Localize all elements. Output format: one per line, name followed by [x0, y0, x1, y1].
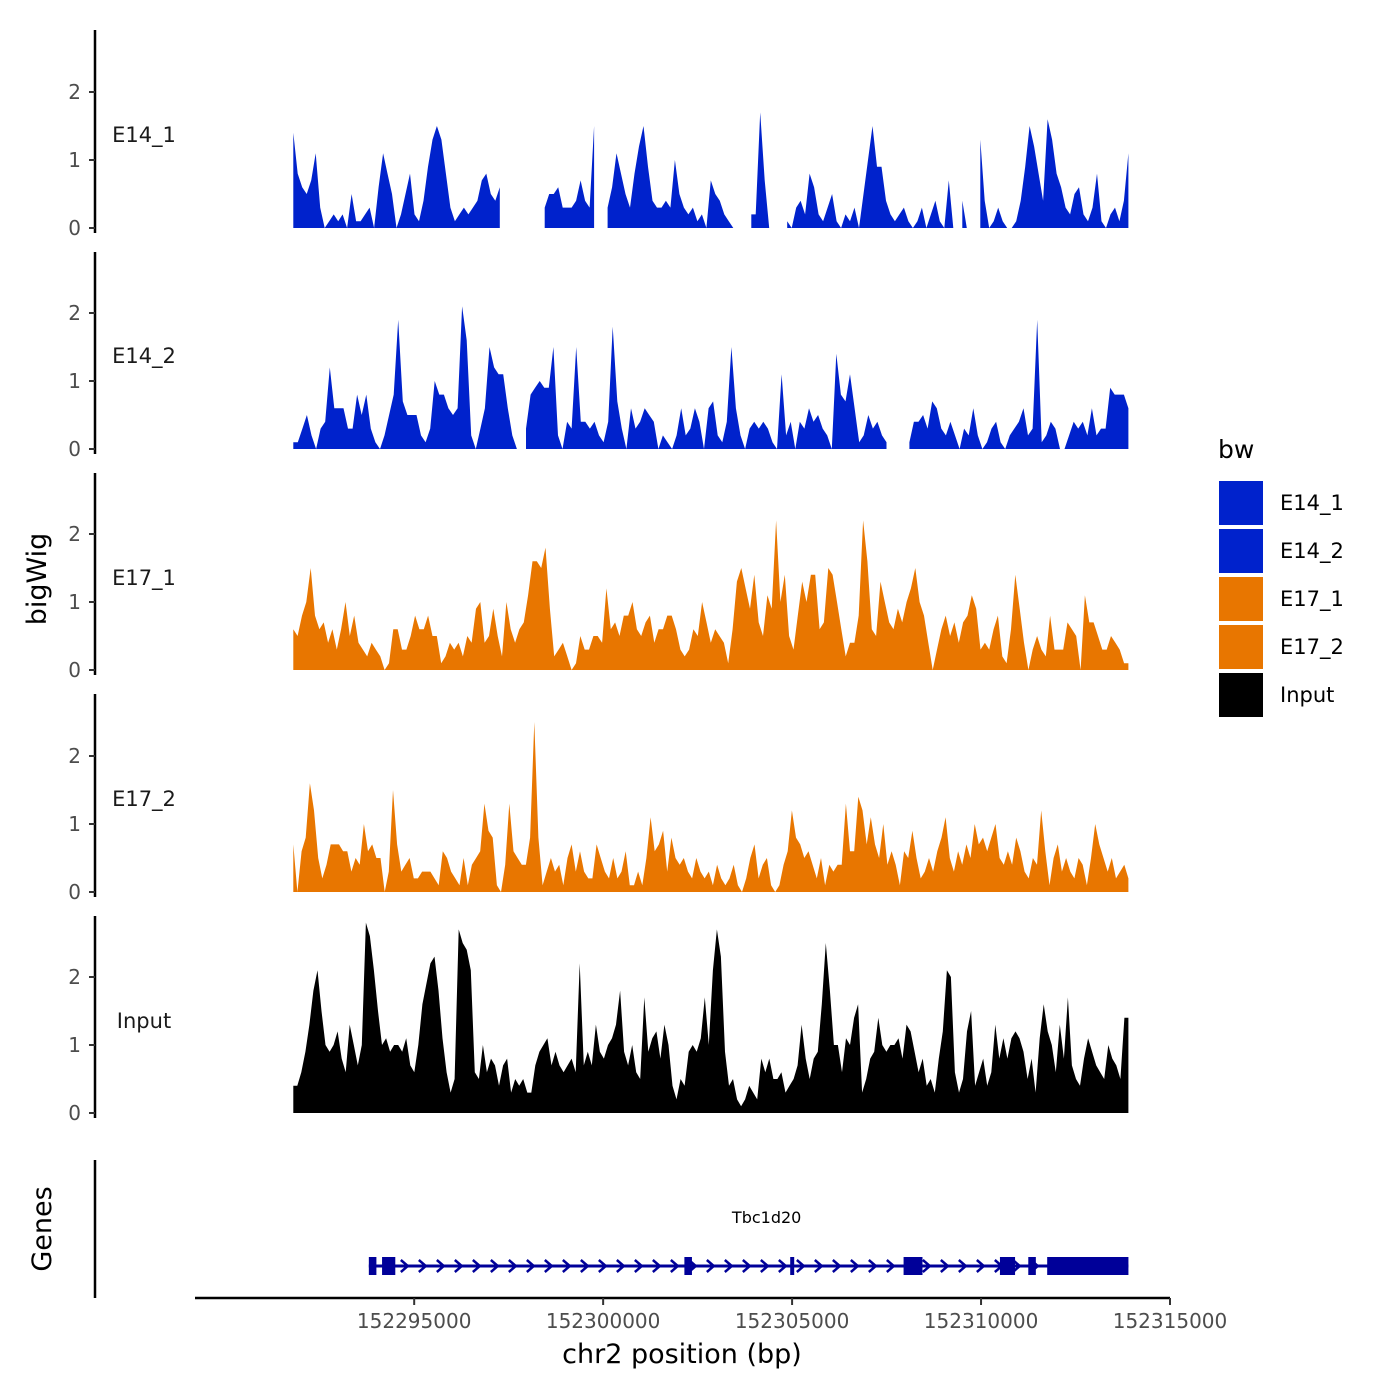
- strand-arrow: [670, 1259, 680, 1273]
- legend-label: E14_1: [1280, 491, 1344, 516]
- gene-exon: [790, 1257, 795, 1275]
- gene-exon: [382, 1257, 396, 1275]
- y-tick-label: 2: [68, 744, 81, 768]
- strand-arrow: [778, 1259, 788, 1273]
- legend-label: E17_2: [1280, 635, 1344, 660]
- y-tick-label: 0: [68, 216, 81, 240]
- strand-arrow: [400, 1259, 410, 1273]
- coverage-area-e17-2: [293, 722, 1129, 892]
- strand-arrow: [976, 1259, 986, 1273]
- strand-arrow: [472, 1259, 482, 1273]
- strand-arrow: [850, 1259, 860, 1273]
- y-tick-label: 0: [68, 880, 81, 904]
- strand-arrow: [454, 1259, 464, 1273]
- legend-swatch-e17-2: [1219, 625, 1263, 669]
- y-tick-label: 0: [68, 1101, 81, 1125]
- gene-exon: [999, 1257, 1016, 1275]
- strand-arrow: [796, 1259, 806, 1273]
- strand-arrow: [652, 1259, 662, 1273]
- track-input: 0 1 2 Input: [68, 916, 1129, 1125]
- gene-exon: [1028, 1257, 1036, 1275]
- strand-arrow: [832, 1259, 842, 1273]
- track-e17-2: 0 1 2 E17_2: [68, 694, 1129, 904]
- y-tick-label: 1: [68, 369, 81, 393]
- y-tick-label: 2: [68, 301, 81, 325]
- strand-arrow: [418, 1259, 428, 1273]
- strand-arrow: [544, 1259, 554, 1273]
- y-tick-label: 1: [68, 590, 81, 614]
- x-tick-label: 152305000: [735, 1309, 850, 1333]
- gene-track: Tbc1d20: [93, 1160, 1129, 1298]
- legend: bw E14_1 E14_2 E17_1 E17_2 Input: [1218, 435, 1344, 717]
- legend-swatch-e14-2: [1219, 529, 1263, 573]
- track-label: E14_1: [112, 123, 176, 148]
- track-label: E17_2: [112, 787, 176, 812]
- legend-label: E17_1: [1280, 587, 1344, 612]
- x-tick-label: 152295000: [357, 1309, 472, 1333]
- legend-swatch-input: [1219, 673, 1263, 717]
- strand-arrow: [616, 1259, 626, 1273]
- gene-name-label: Tbc1d20: [731, 1208, 801, 1227]
- strand-arrow: [922, 1259, 932, 1273]
- coverage-area-input: [293, 922, 1129, 1113]
- strand-arrow: [886, 1259, 896, 1273]
- legend-swatch-e17-1: [1219, 577, 1263, 621]
- strand-arrow: [634, 1259, 644, 1273]
- strand-arrow: [490, 1259, 500, 1273]
- track-e14-1: 0 1 2 E14_1: [68, 30, 1129, 240]
- y-tick-label: 0: [68, 658, 81, 682]
- genes-axis-title: Genes: [27, 1186, 58, 1271]
- track-label: E17_1: [112, 566, 176, 591]
- y-tick-label: 1: [68, 148, 81, 172]
- x-axis: 152295000 152300000 152305000 152310000 1523…: [195, 1296, 1228, 1333]
- y-tick-label: 2: [68, 522, 81, 546]
- legend-title: bw: [1218, 435, 1254, 464]
- coverage-area-e14-1: [293, 112, 1129, 228]
- x-tick-label: 152310000: [924, 1309, 1039, 1333]
- x-axis-title: chr2 position (bp): [562, 1339, 802, 1370]
- strand-arrow: [562, 1259, 572, 1273]
- y-tick-label: 2: [68, 965, 81, 989]
- x-tick-label: 152315000: [1113, 1309, 1228, 1333]
- strand-arrow: [580, 1259, 590, 1273]
- gene-exon: [684, 1257, 692, 1275]
- strand-arrow: [868, 1259, 878, 1273]
- coverage-tracks: 0 1 2 E14_1 0 1 2 E14_2 0 1 2 E17_1 0 1 2 E17_2 0 1 2 Input: [68, 30, 1129, 1125]
- track-e17-1: 0 1 2 E17_1: [68, 473, 1129, 682]
- coverage-area-e14-2: [293, 306, 1129, 449]
- coverage-area-e17-1: [293, 520, 1129, 670]
- strand-arrow: [1012, 1259, 1022, 1273]
- strand-arrow: [508, 1259, 518, 1273]
- strand-arrow: [706, 1259, 716, 1273]
- strand-arrow: [742, 1259, 752, 1273]
- y-tick-label: 2: [68, 80, 81, 104]
- track-label: Input: [117, 1009, 171, 1033]
- strand-arrow: [526, 1259, 536, 1273]
- strand-arrow: [760, 1259, 770, 1273]
- y-tick-label: 1: [68, 812, 81, 836]
- legend-label: E14_2: [1280, 539, 1344, 564]
- legend-swatch-e14-1: [1219, 481, 1263, 525]
- y-axis-title: bigWig: [22, 533, 53, 626]
- y-tick-label: 0: [68, 437, 81, 461]
- gene-exon: [368, 1257, 377, 1275]
- x-tick-label: 152300000: [546, 1309, 661, 1333]
- track-label: E14_2: [112, 344, 176, 369]
- gene-exon: [1047, 1257, 1129, 1275]
- legend-label: Input: [1280, 683, 1334, 707]
- strand-arrow: [724, 1259, 734, 1273]
- y-tick-label: 1: [68, 1033, 81, 1057]
- strand-arrow: [958, 1259, 968, 1273]
- gene-exon: [903, 1257, 923, 1275]
- strand-arrow: [814, 1259, 824, 1273]
- strand-arrow: [940, 1259, 950, 1273]
- track-e14-2: 0 1 2 E14_2: [68, 252, 1129, 461]
- strand-arrow: [598, 1259, 608, 1273]
- strand-arrow: [436, 1259, 446, 1273]
